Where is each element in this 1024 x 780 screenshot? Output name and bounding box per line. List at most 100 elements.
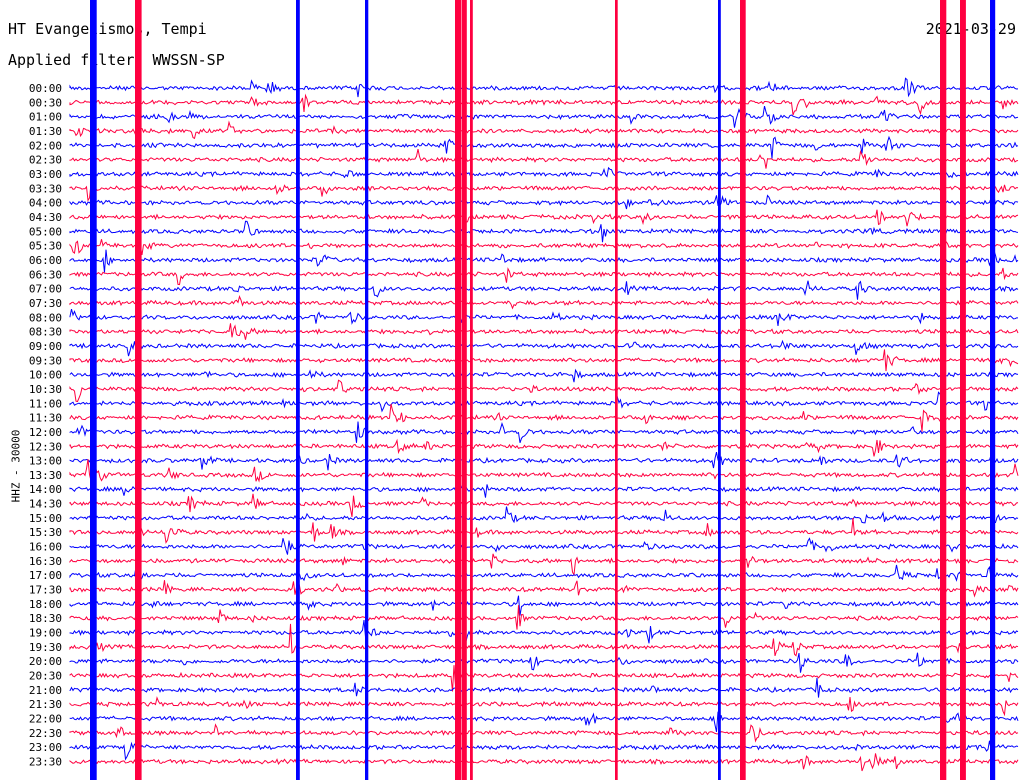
row-label: 06:30	[29, 268, 62, 281]
trace-line	[69, 620, 1019, 644]
row-label: 14:00	[29, 483, 62, 496]
row-label: 08:00	[29, 311, 62, 324]
trace-line	[69, 421, 1019, 443]
trace-line	[69, 723, 1019, 743]
row-label: 08:30	[29, 326, 62, 339]
row-label: 12:30	[29, 440, 62, 453]
row-label: 03:00	[29, 168, 62, 181]
trace-line	[69, 349, 1019, 372]
trace-line	[69, 239, 1019, 255]
row-label: 17:30	[29, 584, 62, 597]
trace-line	[69, 308, 1018, 326]
trace-line	[69, 711, 1019, 733]
station-title: HT Evangelismos, Tempi	[8, 20, 207, 38]
trace-line	[69, 623, 1019, 658]
event-spike	[455, 0, 462, 780]
row-label: 20:00	[29, 655, 62, 668]
trace-line	[69, 93, 1019, 116]
row-label: 16:30	[29, 555, 62, 568]
trace-line	[69, 753, 1019, 772]
row-label: 03:30	[29, 182, 62, 195]
trace-line	[69, 105, 1019, 128]
trace-line	[69, 677, 1019, 698]
row-label: 02:30	[29, 154, 62, 167]
trace-line	[69, 403, 1019, 432]
trace-line	[69, 506, 1019, 524]
event-spike	[462, 0, 467, 780]
event-spike	[940, 0, 947, 780]
row-label: 00:30	[29, 96, 62, 109]
row-label: 18:00	[29, 598, 62, 611]
row-label: 04:00	[29, 197, 62, 210]
trace-line	[69, 249, 1019, 273]
trace-line	[69, 553, 1019, 577]
row-label: 07:00	[29, 283, 62, 296]
trace-line	[69, 391, 1019, 413]
row-label: 23:30	[29, 756, 62, 769]
row-label: 05:30	[29, 240, 62, 253]
trace-line	[69, 605, 1019, 630]
row-label: 11:30	[29, 412, 62, 425]
row-label: 11:00	[29, 397, 62, 410]
row-label: 19:30	[29, 641, 62, 654]
trace-line	[69, 183, 1019, 202]
event-spike	[135, 0, 142, 780]
trace-line	[69, 481, 1019, 498]
row-label: 06:00	[29, 254, 62, 267]
trace-line	[69, 280, 1019, 300]
trace-line	[69, 740, 1019, 761]
trace-line	[69, 267, 1019, 286]
row-label: 20:30	[29, 670, 62, 683]
row-label: 10:00	[29, 369, 62, 382]
trace-line	[69, 564, 1019, 585]
trace-line	[69, 220, 1019, 243]
trace-line	[69, 438, 1019, 457]
trace-line	[69, 323, 1019, 340]
row-label: 12:00	[29, 426, 62, 439]
row-label: 16:00	[29, 541, 62, 554]
trace-line	[69, 120, 1019, 140]
filter-label: Applied filter: WWSSN-SP	[8, 51, 225, 69]
row-label: 23:00	[29, 741, 62, 754]
trace-line	[69, 696, 1019, 717]
row-label: 01:00	[29, 111, 62, 124]
trace-line	[69, 595, 1019, 616]
row-label: 09:00	[29, 340, 62, 353]
trace-line	[69, 665, 1019, 692]
event-spike	[990, 0, 996, 780]
trace-line	[69, 209, 1019, 227]
trace-line	[69, 135, 1019, 159]
trace-line	[69, 451, 1019, 471]
trace-line	[69, 379, 1019, 403]
row-label: 10:30	[29, 383, 62, 396]
row-label: 21:30	[29, 698, 62, 711]
event-spike	[90, 0, 97, 780]
row-label: 01:30	[29, 125, 62, 138]
row-label: 18:30	[29, 612, 62, 625]
row-label: 22:00	[29, 713, 62, 726]
row-label: 02:00	[29, 139, 62, 152]
trace-line	[69, 580, 1019, 598]
event-spike	[960, 0, 966, 780]
row-label: 00:00	[29, 82, 62, 95]
row-label: 19:00	[29, 627, 62, 640]
row-label: 13:30	[29, 469, 62, 482]
event-spike	[718, 0, 721, 780]
trace-line	[69, 194, 1019, 210]
row-label: 09:30	[29, 354, 62, 367]
row-label: 21:00	[29, 684, 62, 697]
trace-line	[69, 459, 1019, 492]
row-label: 05:00	[29, 225, 62, 238]
event-spike	[470, 0, 473, 780]
row-label: 15:00	[29, 512, 62, 525]
row-label: 15:30	[29, 526, 62, 539]
row-label: 14:30	[29, 498, 62, 511]
trace-line	[69, 367, 1019, 383]
trace-line	[69, 537, 1019, 555]
trace-line	[69, 517, 1019, 544]
trace-line	[69, 652, 1019, 673]
trace-line	[69, 339, 1019, 357]
trace-line	[69, 77, 1019, 98]
event-spike	[740, 0, 746, 780]
